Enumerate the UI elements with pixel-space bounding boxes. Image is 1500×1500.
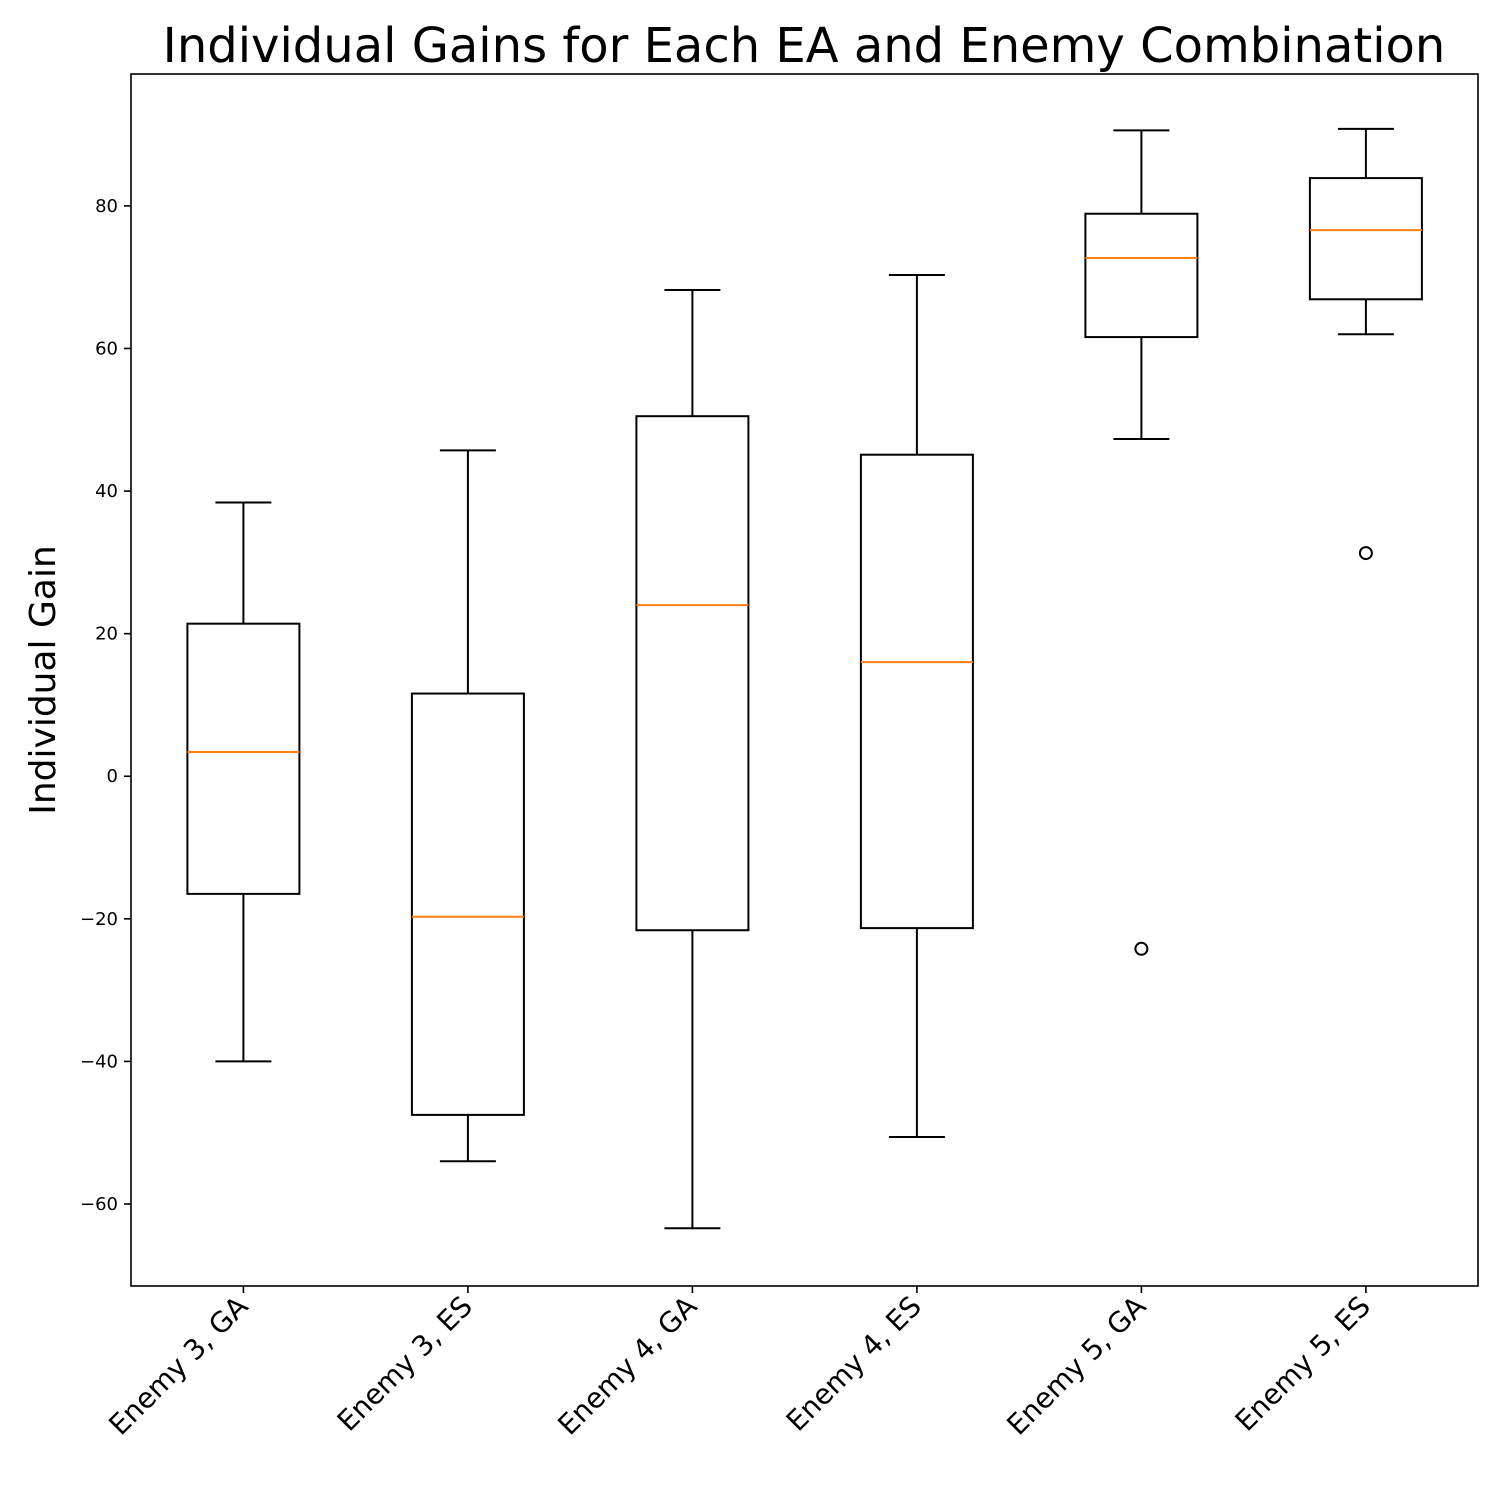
y-tick-label: 80 <box>95 196 118 217</box>
y-tick-label: 20 <box>95 624 118 645</box>
iqr-box <box>859 453 974 930</box>
chart-title: Individual Gains for Each EA and Enemy C… <box>163 18 1446 74</box>
x-tick-label: Enemy 5, ES <box>1229 1290 1377 1438</box>
x-tick-label: Enemy 4, ES <box>780 1290 928 1438</box>
outlier-point <box>1134 941 1149 956</box>
iqr-box <box>186 622 301 895</box>
y-tick-label: 0 <box>107 766 118 787</box>
plot-area: −60 −40 −20 0 20 40 60 80 Enemy 3, GA Enemy 3, ES… <box>80 127 1423 1442</box>
iqr-box <box>635 415 750 932</box>
x-tick-label: Enemy 4, GA <box>551 1290 703 1442</box>
iqr-box <box>1308 177 1423 301</box>
x-tick-label: Enemy 5, GA <box>1000 1290 1152 1442</box>
x-tick-label: Enemy 3, ES <box>331 1290 479 1438</box>
y-tick-label: −20 <box>80 909 118 930</box>
y-tick-label: −60 <box>80 1194 118 1215</box>
y-tick-label: 40 <box>95 481 118 502</box>
y-tick-label: 60 <box>95 338 118 359</box>
iqr-box <box>1084 212 1199 339</box>
outlier-point <box>1358 546 1373 561</box>
y-axis-label: Individual Gain <box>23 545 64 815</box>
x-tick-label: Enemy 3, GA <box>102 1290 254 1442</box>
iqr-box <box>410 692 525 1116</box>
axes-frame <box>130 73 1479 1287</box>
y-tick-label: −40 <box>80 1051 118 1072</box>
